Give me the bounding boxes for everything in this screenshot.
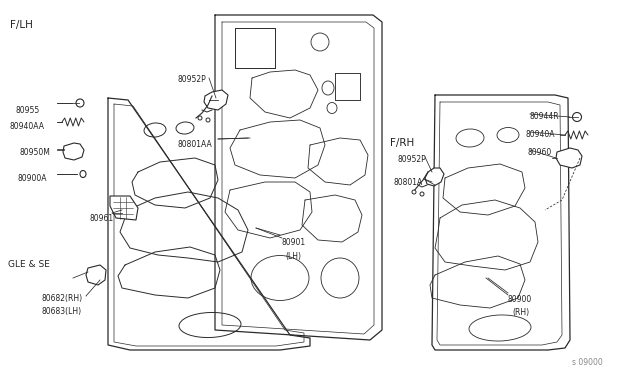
Text: 80901: 80901: [282, 238, 306, 247]
Text: 80940A: 80940A: [525, 130, 554, 139]
Text: 80950M: 80950M: [20, 148, 51, 157]
Text: 80940AA: 80940AA: [10, 122, 45, 131]
Text: GLE & SE: GLE & SE: [8, 260, 50, 269]
Text: 80801AA: 80801AA: [177, 140, 212, 149]
Text: s 09000: s 09000: [572, 358, 603, 367]
Text: 80944R: 80944R: [530, 112, 559, 121]
Polygon shape: [86, 265, 106, 285]
Text: F/RH: F/RH: [390, 138, 414, 148]
Ellipse shape: [206, 118, 210, 122]
Text: 80952P: 80952P: [398, 155, 427, 164]
Polygon shape: [335, 73, 360, 100]
Text: (LH): (LH): [285, 252, 301, 261]
Text: 80960: 80960: [528, 148, 552, 157]
Polygon shape: [204, 90, 228, 110]
Text: 80900: 80900: [508, 295, 532, 304]
Text: 80801A: 80801A: [393, 178, 422, 187]
Text: 80683(LH): 80683(LH): [42, 307, 82, 316]
Polygon shape: [110, 196, 138, 220]
Ellipse shape: [412, 190, 416, 194]
Ellipse shape: [198, 116, 202, 120]
Polygon shape: [425, 168, 444, 186]
Polygon shape: [235, 28, 275, 68]
Ellipse shape: [420, 192, 424, 196]
Polygon shape: [556, 148, 582, 168]
Text: 80682(RH): 80682(RH): [42, 294, 83, 303]
Text: 80952P: 80952P: [177, 75, 205, 84]
Text: 80900A: 80900A: [18, 174, 47, 183]
Text: 80961: 80961: [90, 214, 114, 223]
Polygon shape: [63, 143, 84, 160]
Text: (RH): (RH): [512, 308, 529, 317]
Text: F/LH: F/LH: [10, 20, 33, 30]
Text: 80955: 80955: [15, 106, 39, 115]
